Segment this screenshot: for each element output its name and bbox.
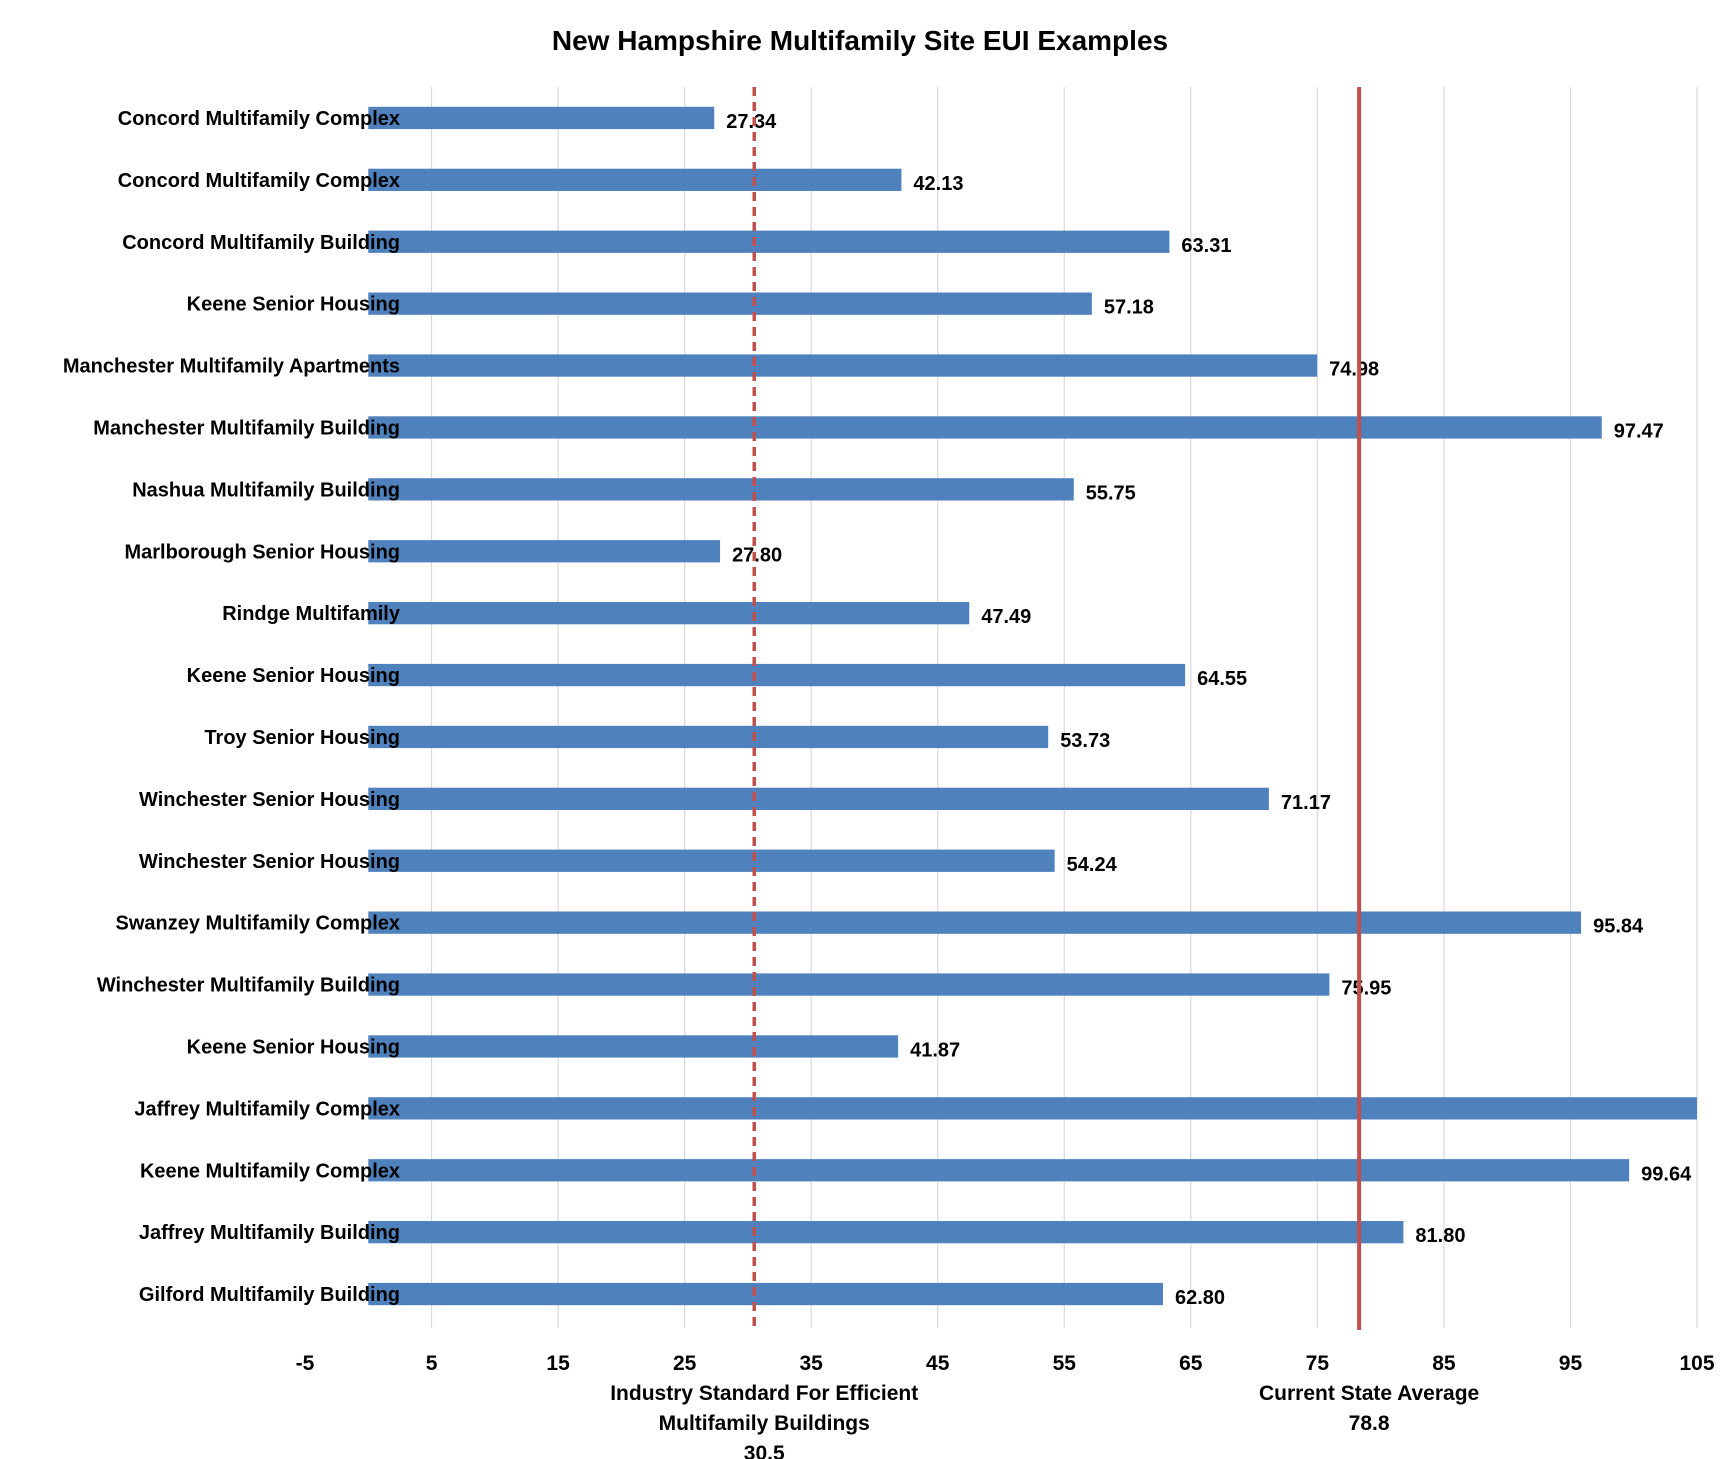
category-label: Rindge Multifamily — [222, 603, 401, 625]
bar — [368, 663, 1186, 687]
x-tick-label: 65 — [1179, 1352, 1203, 1375]
data-label: 55.75 — [1086, 482, 1136, 504]
data-label: 95.84 — [1593, 916, 1644, 938]
bar — [368, 973, 1330, 996]
data-labels: 27.34 42.13 63.31 57.18 74.98 97.47 55.75 27.80… — [726, 111, 1692, 1309]
category-label: Concord Multifamily Complex — [118, 170, 400, 192]
industry-standard-caption: 30.5 — [744, 1442, 785, 1459]
bar — [368, 416, 1602, 439]
category-label: Concord Multifamily Building — [122, 232, 400, 254]
data-label: 41.87 — [910, 1039, 960, 1061]
category-label: Troy Senior Housing — [204, 727, 400, 749]
data-label: 74.98 — [1329, 359, 1379, 381]
bar — [368, 1221, 1404, 1244]
x-tick-label: 35 — [800, 1352, 824, 1375]
data-label: 54.24 — [1067, 854, 1118, 876]
bar — [368, 168, 902, 191]
category-label: Keene Senior Housing — [187, 665, 400, 687]
data-label: 27.34 — [726, 111, 777, 133]
bar — [368, 725, 1049, 749]
data-label: 42.13 — [913, 173, 963, 195]
bar — [368, 602, 970, 625]
x-tick-label: 75 — [1306, 1352, 1330, 1375]
data-label: 63.31 — [1181, 235, 1231, 257]
x-axis-ticks: -5 5 15 25 35 45 55 65 75 85 95 105 — [296, 1352, 1715, 1375]
data-label: 75.95 — [1341, 978, 1391, 1000]
category-label: Keene Multifamily Complex — [140, 1160, 400, 1182]
bar — [368, 1282, 1163, 1306]
bar — [368, 354, 1318, 377]
category-label: Manchester Multifamily Building — [93, 417, 400, 439]
category-label: Keene Senior Housing — [187, 1036, 400, 1058]
data-label: 57.18 — [1104, 297, 1154, 319]
x-tick-label: 85 — [1432, 1352, 1456, 1375]
chart-title: New Hampshire Multifamily Site EUI Examp… — [552, 25, 1168, 56]
category-label: Concord Multifamily Complex — [118, 108, 400, 130]
bar — [368, 540, 721, 563]
category-label: Winchester Senior Housing — [139, 789, 400, 811]
bar — [368, 911, 1582, 934]
bar — [368, 230, 1170, 253]
data-label: 47.49 — [981, 606, 1031, 628]
industry-standard-caption: Multifamily Buildings — [659, 1412, 870, 1435]
category-label: Gilford Multifamily Building — [139, 1284, 400, 1306]
bar — [368, 106, 715, 130]
bar — [368, 1097, 1698, 1120]
category-label: Nashua Multifamily Building — [132, 479, 400, 501]
x-tick-label: -5 — [296, 1352, 315, 1375]
data-label: 81.80 — [1415, 1225, 1465, 1247]
bar — [368, 1159, 1630, 1182]
category-label: Swanzey Multifamily Complex — [115, 913, 400, 935]
data-label: 97.47 — [1614, 420, 1664, 442]
category-label: Winchester Multifamily Building — [97, 975, 400, 997]
bar — [368, 787, 1269, 810]
data-label: 62.80 — [1175, 1287, 1225, 1309]
category-labels: Concord Multifamily Complex Concord Multi… — [63, 108, 401, 1306]
category-label: Keene Senior Housing — [187, 294, 400, 316]
data-label: 53.73 — [1060, 730, 1110, 752]
state-average-caption: 78.8 — [1349, 1412, 1390, 1435]
state-average-caption: Current State Average — [1259, 1382, 1479, 1405]
industry-standard-caption: Industry Standard For Efficient — [610, 1382, 918, 1405]
x-tick-label: 45 — [926, 1352, 950, 1375]
x-tick-label: 15 — [546, 1352, 570, 1375]
x-tick-label: 5 — [426, 1352, 438, 1375]
bar — [368, 292, 1092, 315]
category-label: Manchester Multifamily Apartments — [63, 356, 400, 378]
bar — [368, 478, 1074, 501]
x-tick-label: 95 — [1559, 1352, 1583, 1375]
data-label: 27.80 — [732, 544, 782, 566]
data-label: 99.64 — [1641, 1163, 1692, 1185]
gridlines — [430, 87, 1698, 1328]
bar — [368, 849, 1055, 872]
data-label: 71.17 — [1281, 792, 1331, 814]
category-label: Jaffrey Multifamily Building — [139, 1222, 400, 1244]
bars — [368, 106, 1698, 1306]
category-label: Marlborough Senior Housing — [124, 541, 400, 563]
category-label: Jaffrey Multifamily Complex — [134, 1098, 400, 1120]
category-label: Winchester Senior Housing — [139, 851, 400, 873]
reference-lines: Industry Standard For Efficient Multifami… — [610, 87, 1479, 1459]
x-tick-label: 55 — [1053, 1352, 1077, 1375]
data-label: 64.55 — [1197, 668, 1247, 690]
x-tick-label: 25 — [673, 1352, 697, 1375]
bar — [368, 1035, 899, 1058]
x-tick-label: 105 — [1679, 1352, 1714, 1375]
